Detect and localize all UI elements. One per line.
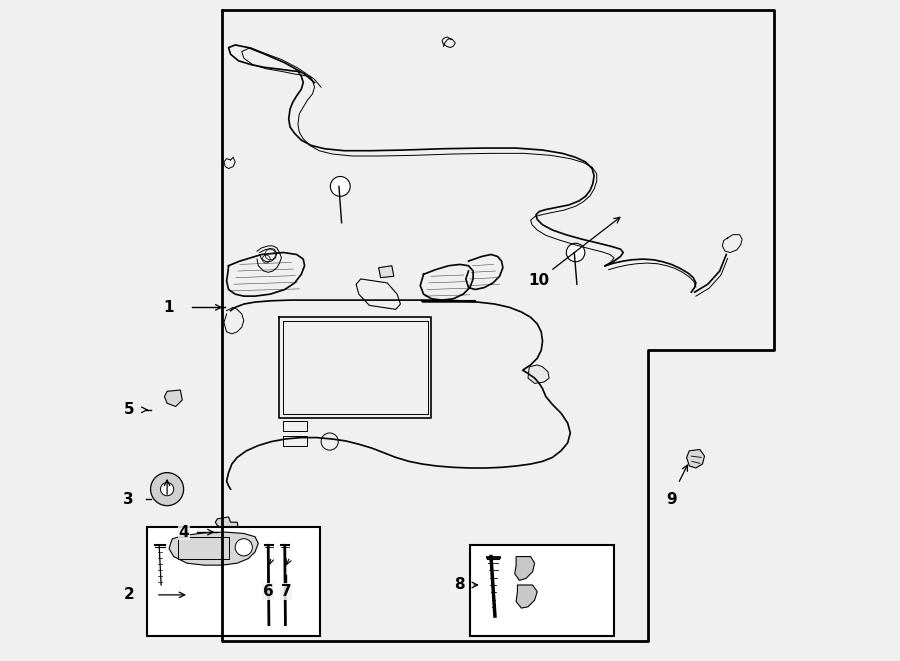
Polygon shape — [169, 532, 258, 565]
Polygon shape — [379, 266, 394, 278]
Text: 1: 1 — [163, 300, 174, 315]
Text: 2: 2 — [123, 588, 134, 602]
Circle shape — [150, 473, 184, 506]
Polygon shape — [516, 585, 537, 608]
Text: 9: 9 — [666, 492, 677, 506]
Text: 4: 4 — [178, 525, 189, 539]
Polygon shape — [215, 517, 238, 530]
Circle shape — [235, 539, 252, 556]
Bar — [148, 527, 320, 636]
Polygon shape — [528, 365, 549, 383]
Circle shape — [160, 483, 174, 496]
Bar — [284, 436, 307, 446]
Text: 8: 8 — [454, 578, 464, 592]
Bar — [284, 421, 307, 431]
Text: 7: 7 — [281, 584, 292, 599]
Text: 5: 5 — [123, 403, 134, 417]
Polygon shape — [356, 279, 400, 309]
Circle shape — [566, 243, 585, 262]
Polygon shape — [515, 557, 535, 580]
Bar — [470, 545, 614, 636]
Polygon shape — [165, 390, 183, 407]
Text: 3: 3 — [123, 492, 134, 506]
Polygon shape — [687, 449, 705, 468]
Circle shape — [330, 176, 350, 196]
Text: 10: 10 — [528, 274, 550, 288]
Text: 6: 6 — [263, 584, 274, 599]
